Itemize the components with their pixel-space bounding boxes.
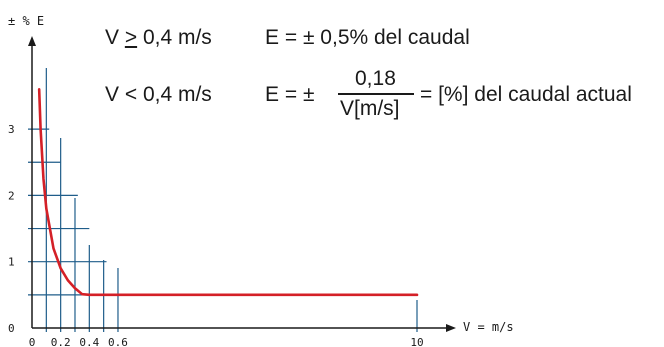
y-tick-label: 2 (8, 189, 15, 202)
tick-labels: 0 1 2 3 0 0.2 0.4 0.6 10 (8, 123, 424, 347)
x-tick-label: 0 (29, 336, 36, 347)
formula-line1-error: E = ± 0,5% del caudal (265, 26, 470, 49)
formula-fraction-numerator: 0,18 (355, 67, 396, 90)
formula-line2-velocity: V < 0,4 m/s (105, 83, 212, 106)
formula-line1-velocity: V > 0,4 m/s (105, 26, 212, 49)
axes (28, 36, 456, 332)
y-tick-label: 1 (8, 256, 15, 269)
y-tick-label: 0 (8, 322, 15, 335)
x-tick-label: 0.6 (108, 336, 128, 347)
error-curve (37, 88, 419, 297)
series (37, 88, 419, 297)
formula-line2-suffix: = [%] del caudal actual (420, 83, 632, 106)
x-tick-label: 0.4 (79, 336, 99, 347)
x-tick-label: 10 (410, 336, 423, 347)
formula-fraction-bar (338, 93, 414, 95)
y-tick-label: 3 (8, 123, 15, 136)
x-tick-label: 0.2 (51, 336, 71, 347)
x-axis-arrow (446, 324, 456, 332)
x-axis-label: V = m/s (463, 320, 514, 334)
y-axis-arrow (28, 36, 36, 46)
formula-line2-error-prefix: E = ± (265, 83, 315, 106)
formula-fraction-denominator: V[m/s] (340, 97, 400, 120)
y-axis-label: ± % E (8, 14, 44, 28)
